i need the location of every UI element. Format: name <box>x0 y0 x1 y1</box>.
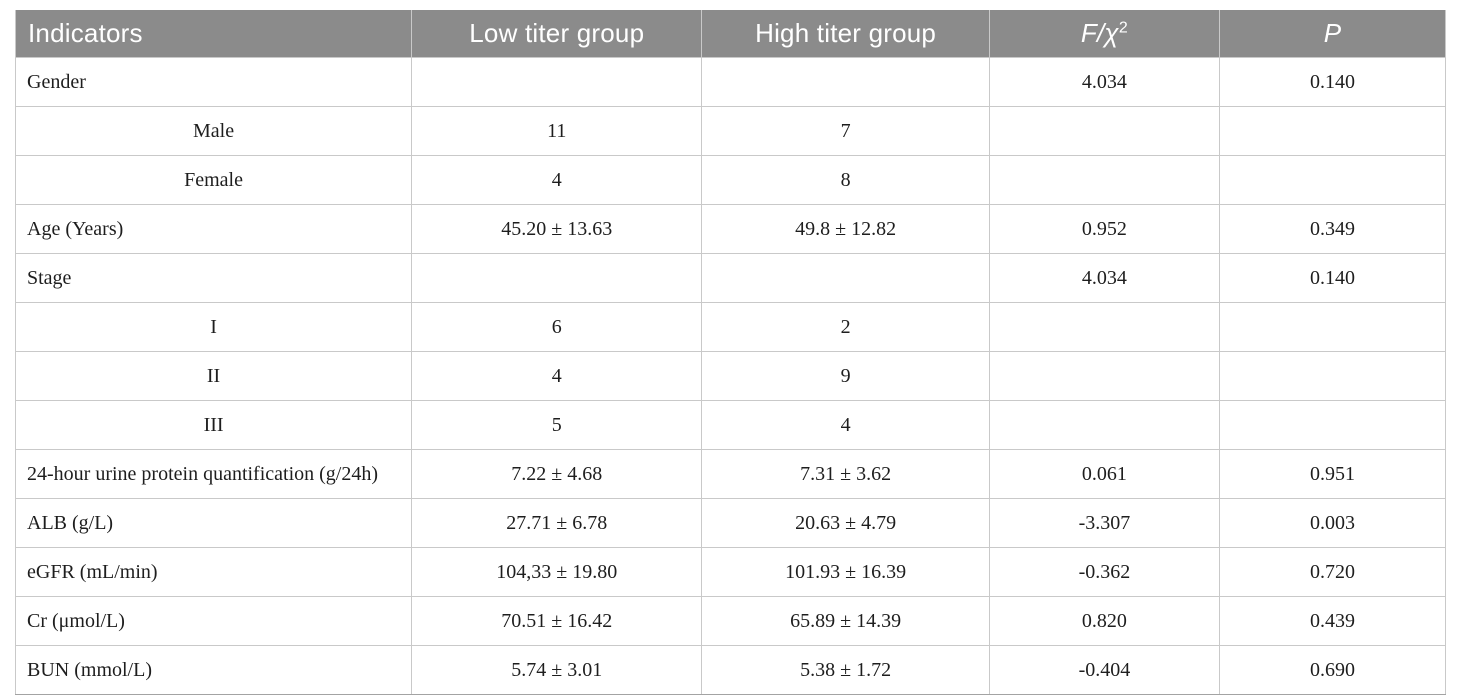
high-titer-value-cell <box>701 253 990 303</box>
header-p-value: P <box>1219 10 1446 58</box>
indicator-cell: Male <box>14 106 413 156</box>
p-value-cell: 0.140 <box>1219 57 1446 107</box>
indicator-cell: III <box>14 400 413 450</box>
f-chi-squared-value-cell: 0.061 <box>988 449 1221 499</box>
f-chi-squared-value-cell <box>988 155 1221 205</box>
table-row: Cr (μmol/L) 70.51 ± 16.42 65.89 ± 14.39 0.8… <box>14 596 1446 646</box>
p-value-cell <box>1219 302 1446 352</box>
f-chi-squared-value-cell <box>988 106 1221 156</box>
table-row: eGFR (mL/min) 104,33 ± 19.80 101.93 ± 16.3… <box>14 547 1446 597</box>
p-value-cell: 0.140 <box>1219 253 1446 303</box>
high-titer-value-cell: 7.31 ± 3.62 <box>701 449 990 499</box>
header-indicators: Indicators <box>14 10 413 58</box>
low-titer-value-cell: 45.20 ± 13.63 <box>411 204 703 254</box>
p-value-cell: 0.690 <box>1219 645 1446 695</box>
f-chi-squared-value-cell <box>988 302 1221 352</box>
low-titer-value-cell: 11 <box>411 106 703 156</box>
header-row: Indicators Low titer group High titer gr… <box>14 10 1446 58</box>
low-titer-value-cell: 5.74 ± 3.01 <box>411 645 703 695</box>
low-titer-value-cell: 70.51 ± 16.42 <box>411 596 703 646</box>
indicator-cell: Gender <box>14 57 413 107</box>
p-value-cell: 0.439 <box>1219 596 1446 646</box>
chi-squared-exponent: 2 <box>1118 19 1128 37</box>
f-chi-squared-value-cell <box>988 351 1221 401</box>
p-value-cell: 0.003 <box>1219 498 1446 548</box>
table-row: Gender 4.034 0.140 <box>14 57 1446 107</box>
f-chi-label: F/χ <box>1080 18 1119 48</box>
high-titer-value-cell: 4 <box>701 400 990 450</box>
header-f-chi-squared: F/χ2 <box>988 10 1221 58</box>
low-titer-value-cell <box>411 57 703 107</box>
table-row: 24-hour urine protein quantification (g/… <box>14 449 1446 499</box>
high-titer-value-cell: 7 <box>701 106 990 156</box>
p-value-cell <box>1219 106 1446 156</box>
low-titer-value-cell: 104,33 ± 19.80 <box>411 547 703 597</box>
f-chi-squared-value-cell: -0.362 <box>988 547 1221 597</box>
header-low-titer-group: Low titer group <box>411 10 703 58</box>
high-titer-value-cell: 49.8 ± 12.82 <box>701 204 990 254</box>
table-row: Age (Years) 45.20 ± 13.63 49.8 ± 12.82 0.95… <box>14 204 1446 254</box>
p-value-cell: 0.720 <box>1219 547 1446 597</box>
table-row: II 4 9 <box>14 351 1446 401</box>
indicator-cell: Cr (μmol/L) <box>14 596 413 646</box>
f-chi-squared-value-cell <box>988 400 1221 450</box>
low-titer-value-cell: 5 <box>411 400 703 450</box>
p-value-cell: 0.951 <box>1219 449 1446 499</box>
p-value-cell <box>1219 351 1446 401</box>
indicator-cell: I <box>14 302 413 352</box>
high-titer-value-cell: 65.89 ± 14.39 <box>701 596 990 646</box>
p-value-cell <box>1219 155 1446 205</box>
p-value-cell: 0.349 <box>1219 204 1446 254</box>
high-titer-value-cell: 101.93 ± 16.39 <box>701 547 990 597</box>
high-titer-value-cell: 20.63 ± 4.79 <box>701 498 990 548</box>
indicator-cell: BUN (mmol/L) <box>14 645 413 695</box>
p-label: P <box>1323 18 1342 48</box>
indicator-cell: Age (Years) <box>14 204 413 254</box>
header-high-titer-group: High titer group <box>701 10 990 58</box>
high-titer-value-cell: 9 <box>701 351 990 401</box>
table-row: Male 11 7 <box>14 106 1446 156</box>
low-titer-value-cell: 6 <box>411 302 703 352</box>
table-row: ALB (g/L) 27.71 ± 6.78 20.63 ± 4.79 -3.307 0… <box>14 498 1446 548</box>
high-titer-value-cell <box>701 57 990 107</box>
table-row: Female 4 8 <box>14 155 1446 205</box>
low-titer-value-cell: 4 <box>411 351 703 401</box>
indicator-cell: 24-hour urine protein quantification (g/… <box>14 449 413 499</box>
p-value-cell <box>1219 400 1446 450</box>
table-row: BUN (mmol/L) 5.74 ± 3.01 5.38 ± 1.72 -0.404… <box>14 645 1446 695</box>
indicator-cell: Female <box>14 155 413 205</box>
f-chi-squared-value-cell: 4.034 <box>988 57 1221 107</box>
clinical-characteristics-table: Indicators Low titer group High titer gr… <box>14 10 1446 695</box>
f-chi-squared-value-cell: -0.404 <box>988 645 1221 695</box>
indicator-cell: ALB (g/L) <box>14 498 413 548</box>
high-titer-value-cell: 8 <box>701 155 990 205</box>
indicator-cell: Stage <box>14 253 413 303</box>
table-body: Gender 4.034 0.140 Male 11 7 Female 4 8 Age (Year… <box>14 57 1446 695</box>
low-titer-value-cell: 4 <box>411 155 703 205</box>
f-chi-squared-value-cell: 0.820 <box>988 596 1221 646</box>
f-chi-squared-value-cell: 4.034 <box>988 253 1221 303</box>
low-titer-value-cell: 27.71 ± 6.78 <box>411 498 703 548</box>
f-chi-squared-value-cell: 0.952 <box>988 204 1221 254</box>
table-row: Stage 4.034 0.140 <box>14 253 1446 303</box>
table-row: III 5 4 <box>14 400 1446 450</box>
indicator-cell: II <box>14 351 413 401</box>
f-chi-squared-value-cell: -3.307 <box>988 498 1221 548</box>
low-titer-value-cell <box>411 253 703 303</box>
indicator-cell: eGFR (mL/min) <box>14 547 413 597</box>
low-titer-value-cell: 7.22 ± 4.68 <box>411 449 703 499</box>
high-titer-value-cell: 2 <box>701 302 990 352</box>
high-titer-value-cell: 5.38 ± 1.72 <box>701 645 990 695</box>
